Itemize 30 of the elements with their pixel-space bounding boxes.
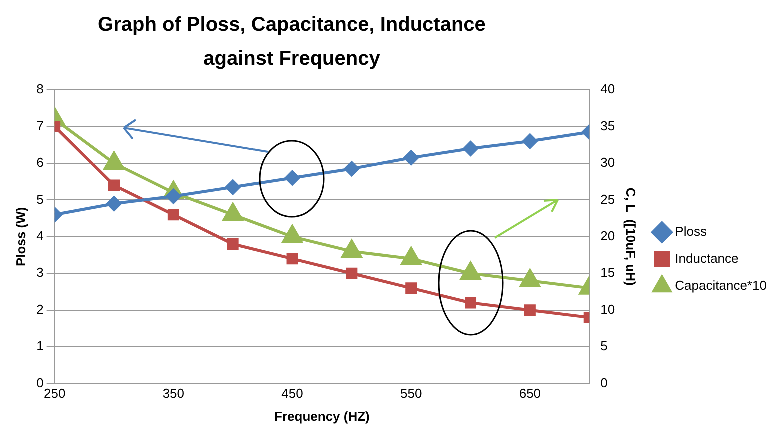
chart-title: Graph of Ploss, Capacitance, Inductance against Frequency [97,13,487,72]
x-tick-label: 350 [162,386,185,402]
y-tick-label: 3 [36,265,44,280]
x-tick-label: 450 [282,386,304,402]
y-tick-label: 6 [36,155,44,170]
legend-label: Capacitance*10 [675,278,767,294]
y-axis-title: Ploss (W) [13,207,28,267]
y2-tick-label: 40 [600,82,616,97]
y-tick-label: 0 [36,375,44,390]
y2-tick-label: 15 [600,265,616,280]
x-tick-label: 550 [400,386,422,402]
y2-tick-label: 35 [600,118,616,134]
y-tick-label: 1 [36,338,44,354]
y-tick-label: 8 [36,82,44,97]
y2-tick-label: 25 [600,192,616,207]
y-tick-label: 5 [36,192,44,207]
y-tick-label: 2 [36,302,44,317]
legend-label: Ploss [675,224,708,240]
y2-tick-label: 10 [600,302,616,317]
legend-label: Inductance [675,251,739,266]
y-tick-label: 4 [36,228,44,244]
x-tick-label: 650 [519,386,542,402]
y2-axis-title: C, L ([10uF, uH) [623,188,638,286]
y-tick-label: 7 [36,118,44,134]
x-axis-title: Frequency (HZ) [274,408,370,424]
x-tick-label: 250 [44,386,66,402]
y2-tick-label: 0 [600,375,608,390]
y2-tick-label: 5 [600,338,608,354]
y2-tick-label: 30 [600,155,616,170]
y2-tick-label: 20 [600,228,616,244]
